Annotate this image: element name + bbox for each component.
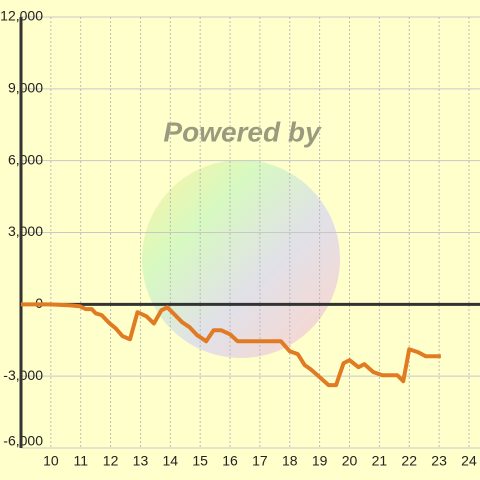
x-tick-label: 10: [43, 453, 59, 469]
x-tick-label: 20: [342, 453, 358, 469]
y-tick-label: 12,000: [0, 8, 43, 24]
y-tick-label: -6,000: [3, 433, 43, 449]
y-tick-label: -3,000: [3, 367, 43, 383]
x-tick-label: 15: [192, 453, 208, 469]
x-tick-label: 17: [252, 453, 268, 469]
x-tick-label: 11: [73, 453, 88, 469]
x-tick-label: 19: [312, 453, 328, 469]
x-tick-label: 14: [163, 453, 179, 469]
x-tick-label: 13: [133, 453, 149, 469]
y-tick-label: 9,000: [8, 80, 43, 96]
x-tick-label: 24: [461, 453, 477, 469]
watermark-logo: [142, 160, 340, 358]
x-tick-label: 16: [222, 453, 238, 469]
x-tick-label: 23: [431, 453, 447, 469]
y-tick-label: 6,000: [8, 151, 43, 167]
series-line: [21, 302, 441, 388]
x-tick-label: 18: [282, 453, 298, 469]
x-tick-label: 12: [103, 453, 119, 469]
watermark: Powered by: [163, 116, 322, 147]
x-tick-label: 22: [401, 453, 417, 469]
y-tick-label: 3,000: [8, 223, 43, 239]
x-tick-label: 21: [372, 453, 388, 469]
